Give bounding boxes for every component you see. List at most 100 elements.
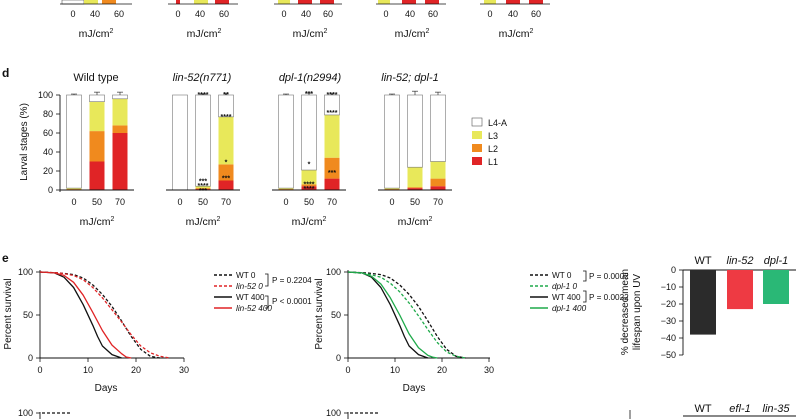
top-bar-4-2: [402, 0, 416, 4]
panel-d-xtick-2-0: 0: [177, 197, 182, 207]
panel-d-unit-2-text: mJ/cm: [186, 216, 217, 228]
panel-d-title-dpl-1: dpl-1(n2994): [279, 72, 342, 84]
bar-1-1-l3: [195, 186, 211, 189]
legend-label-l3: L3: [488, 131, 498, 141]
right-ytick-0: 0: [336, 353, 341, 363]
top-tick-3-2: 40: [301, 9, 311, 19]
top-strip-group-3: 0 40 60 mJ/cm2: [274, 0, 342, 40]
stars-1-1-3: ***: [199, 188, 207, 195]
panel-d-unit-3-text: mJ/cm: [292, 216, 323, 228]
top-unit-1-sup: 2: [110, 28, 114, 35]
top-bar-1-2: [84, 0, 98, 4]
left-x-label: Days: [95, 383, 118, 394]
left-legend-label-lin52-400: lin-52 400: [236, 304, 272, 313]
left-xtick-30: 30: [179, 365, 189, 375]
bar-3-1-l2: [407, 187, 423, 189]
left-y-label: Percent survival: [3, 278, 14, 349]
left-pvalue-2: P < 0.0001: [272, 297, 312, 306]
lifespan-bars: [690, 270, 789, 335]
bar-cat-wt: WT: [694, 255, 711, 267]
panel-d-unit-4-sup: 2: [429, 216, 433, 223]
panel-d-y-ticks: 0 20 40 60 80 100: [38, 90, 60, 195]
right-x-label: Days: [403, 383, 426, 394]
stars-2-1-1: *: [308, 161, 311, 168]
right-xtick-0: 0: [345, 365, 350, 375]
panel-d-unit-3: mJ/cm2: [292, 216, 327, 228]
right-lines-series-2: [347, 271, 429, 359]
right-survival-lines: [347, 271, 466, 359]
left-xtick-10: 10: [83, 365, 93, 375]
panel-d-unit-2-sup: 2: [217, 216, 221, 223]
panel-d-ytick-40: 40: [43, 147, 53, 157]
top-bar-4-3: [425, 0, 439, 4]
bottom-left-tick: 100: [18, 408, 33, 418]
panel-d-title-wild-type: Wild type: [73, 72, 118, 84]
bar-3-2-l1: [430, 186, 446, 190]
bar-ytick-0: 0: [671, 265, 676, 275]
bar-ytick-30: −30: [661, 316, 676, 326]
bar-0-1-l3: [89, 101, 105, 132]
bar-2-1-l4-a: [301, 94, 317, 171]
top-strip-group-4: 0 40 60 mJ/cm2: [376, 0, 446, 40]
panel-d-unit-4: mJ/cm2: [398, 216, 433, 228]
top-bar-5-2: [506, 0, 520, 4]
top-bar-1-1: [61, 0, 85, 5]
panel-d-xtick-1-0: 0: [71, 197, 76, 207]
bar-2-1-l2: [301, 184, 317, 187]
bar-0-2-l3: [112, 98, 128, 126]
top-unit-3: mJ/cm2: [293, 28, 328, 40]
bar-3-2-l2: [430, 178, 446, 187]
top-tick-3-3: 60: [323, 9, 333, 19]
top-unit-4-sup: 2: [426, 28, 430, 35]
bottom-cat-lin35: lin-35: [763, 403, 791, 415]
top-bar-5-3: [529, 0, 543, 4]
panel-d-unit-1: mJ/cm2: [80, 216, 115, 228]
top-tick-2-3: 60: [219, 9, 229, 19]
left-lines-series-0: [39, 271, 161, 359]
top-unit-5-sup: 2: [530, 28, 534, 35]
left-legend-label-wt400: WT 400: [236, 293, 265, 302]
panel-d-bars: ****************************************…: [66, 90, 446, 195]
lifespan-bar-chart: % decreased mean lifespan upon UV 0 −10 …: [620, 255, 796, 360]
right-lines-series-0: [347, 271, 466, 359]
legend-swatch-l3: [472, 131, 482, 139]
left-legend-label-wt0: WT 0: [236, 271, 256, 280]
top-tick-2-1: 0: [175, 9, 180, 19]
right-bracket-1: [583, 270, 587, 282]
bar-0-1-l1: [89, 161, 105, 190]
bar-2-2-l1: [324, 178, 340, 190]
bar-y-label-2: lifespan upon UV: [632, 274, 643, 350]
panel-d-title-double: lin-52; dpl-1: [381, 72, 438, 84]
left-ytick-0: 0: [28, 353, 33, 363]
panel-d-xtick-3-50: 50: [304, 197, 314, 207]
top-unit-2-sup: 2: [218, 28, 222, 35]
bar-2-0-l3: [278, 188, 294, 190]
survival-plot-right: Percent survival 0 50 100 0 10 20 30 Day…: [314, 267, 629, 394]
left-lines-series-3: [39, 271, 132, 359]
bar-3-0-l3: [384, 188, 400, 190]
left-xtick-20: 20: [131, 365, 141, 375]
panel-d-xtick-1-70: 70: [115, 197, 125, 207]
panel-d-xtick-1-50: 50: [92, 197, 102, 207]
panel-d-xtick-4-70: 70: [433, 197, 443, 207]
bar-2-0-l4-a: [278, 94, 294, 189]
top-bar-5-1: [484, 0, 496, 4]
stars-2-1-0: ***: [305, 91, 313, 98]
stars-1-1-1: ***: [199, 178, 207, 185]
panel-d-title-lin-52: lin-52(n771): [173, 72, 232, 84]
stars-2-2-0: ****: [327, 92, 338, 99]
bar-y-label-1: % decreased mean: [620, 269, 631, 355]
right-xtick-10: 10: [390, 365, 400, 375]
right-ytick-50: 50: [331, 310, 341, 320]
panel-d-unit-1-text: mJ/cm: [80, 216, 111, 228]
bar-cat-lin52: lin-52: [727, 255, 754, 267]
panel-d-xtick-4-0: 0: [389, 197, 394, 207]
top-unit-3-text: mJ/cm: [293, 28, 324, 40]
lifespan-bar-1: [727, 270, 753, 310]
top-bar-2-3: [215, 0, 229, 4]
bar-1-2-l1: [218, 180, 234, 190]
left-legend-label-lin52-0: lin-52 0: [236, 282, 263, 291]
panel-d-unit-4-text: mJ/cm: [398, 216, 429, 228]
left-survival-lines: [39, 271, 170, 359]
